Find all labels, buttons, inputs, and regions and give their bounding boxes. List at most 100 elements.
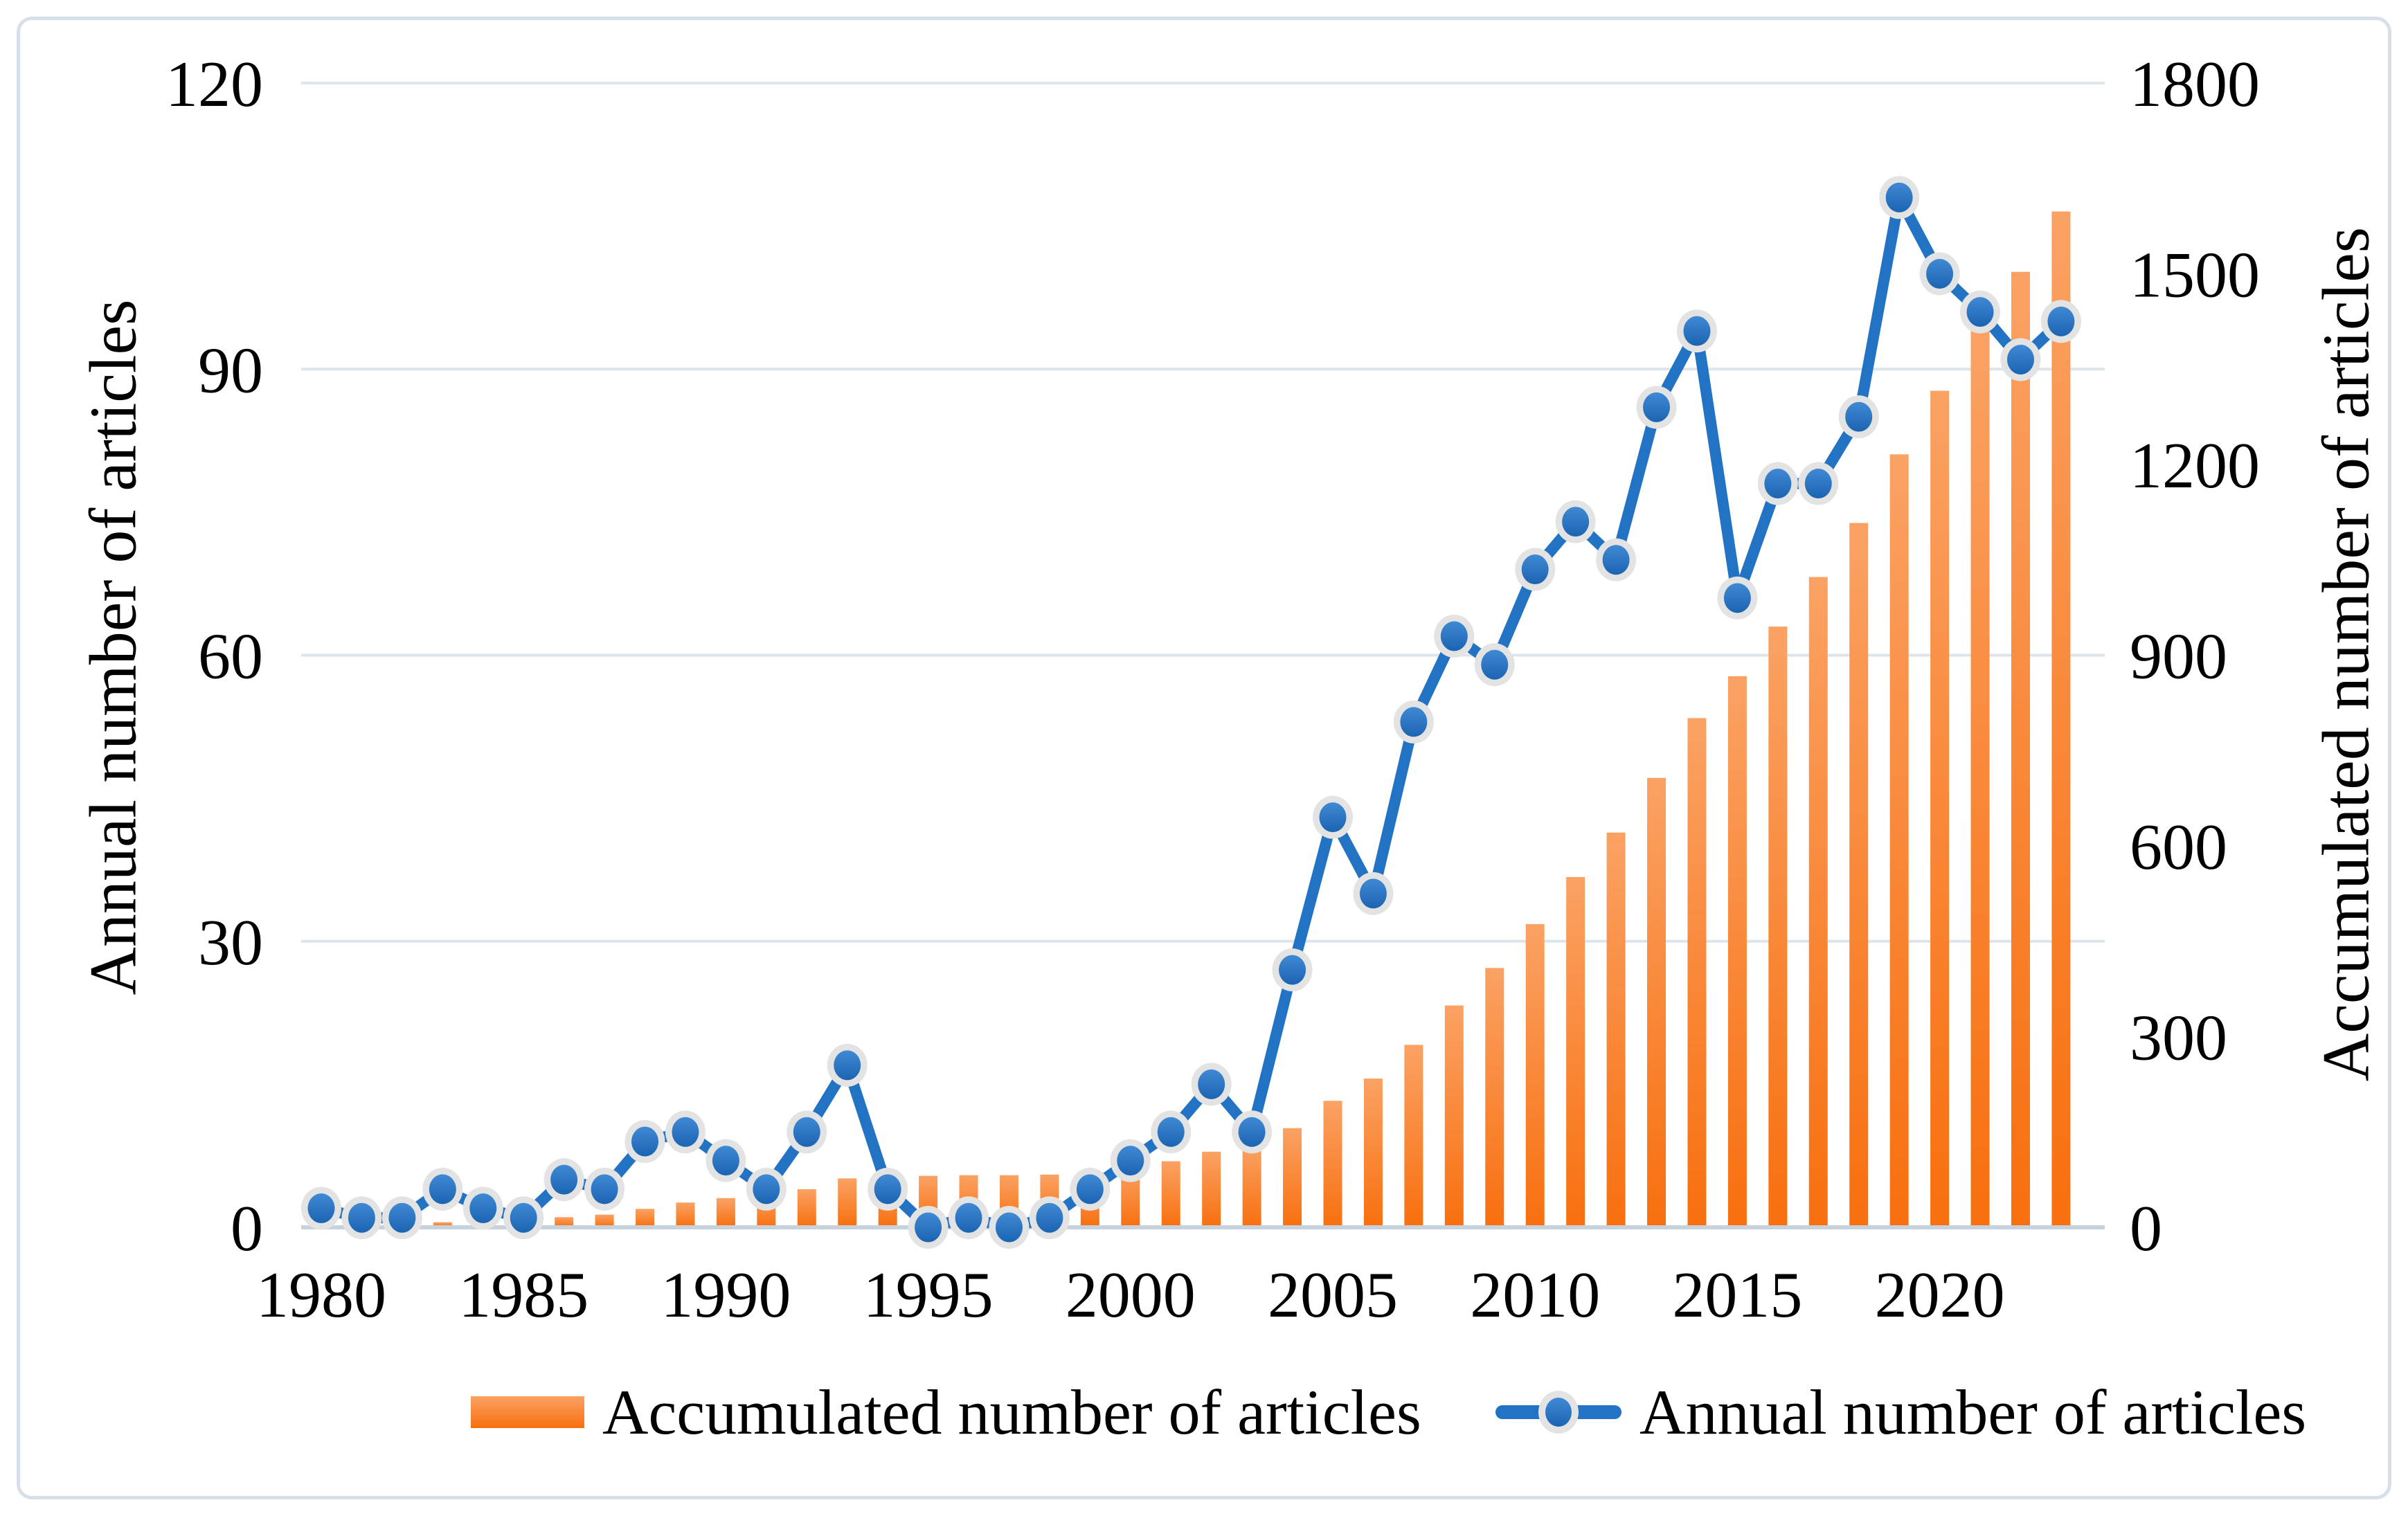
bar-2016 (1768, 626, 1788, 1227)
marker-1983 (429, 1174, 456, 1204)
marker-1985 (510, 1202, 537, 1233)
right-axis-title: Accumulated number of articles (2308, 226, 2383, 1082)
marker-1988 (631, 1126, 659, 1157)
marker-2005 (1319, 802, 1347, 833)
bar-2019 (1889, 454, 1909, 1227)
bar-2015 (1727, 676, 1747, 1227)
marker-2014 (1683, 316, 1711, 346)
right-axis-tick-1200: 1200 (2130, 430, 2260, 502)
legend-item-accumulated: Accumulated number of articles (471, 1371, 1421, 1454)
marker-1987 (591, 1174, 618, 1204)
marker-2011 (1562, 507, 1590, 537)
bar-1986 (555, 1217, 574, 1227)
bar-2020 (1930, 390, 1950, 1227)
marker-1992 (793, 1117, 820, 1147)
marker-2018 (1845, 401, 1873, 432)
bar-1992 (797, 1189, 816, 1227)
x-axis-tick-2015: 2015 (1672, 1259, 1802, 1331)
x-axis-tick-1990: 1990 (661, 1259, 791, 1331)
bar-1987 (595, 1214, 614, 1227)
marker-1981 (348, 1202, 375, 1233)
bar-series-swatch-icon (471, 1396, 584, 1428)
bar-2008 (1444, 1005, 1464, 1227)
marker-2022 (2006, 344, 2034, 375)
bar-2010 (1525, 923, 1545, 1227)
marker-1999 (1076, 1174, 1104, 1204)
bar-2004 (1283, 1128, 1302, 1227)
marker-1993 (834, 1050, 861, 1081)
right-axis-tick-1800: 1800 (2130, 48, 2260, 120)
figure-border (17, 17, 2391, 1499)
marker-2020 (1926, 259, 1954, 289)
right-axis-tick-900: 900 (2130, 621, 2227, 693)
left-axis-tick-90: 90 (198, 334, 263, 406)
marker-2007 (1400, 707, 1428, 737)
left-axis-title: Annual number of articles (75, 299, 150, 995)
marker-1984 (469, 1193, 497, 1223)
marker-2016 (1764, 469, 1792, 499)
marker-2004 (1279, 955, 1306, 985)
x-axis-tick-1985: 1985 (458, 1259, 588, 1331)
marker-2015 (1723, 583, 1751, 613)
marker-1982 (388, 1202, 416, 1233)
legend-label-accumulated: Accumulated number of articles (602, 1377, 1421, 1447)
x-axis-tick-2000: 2000 (1066, 1259, 1196, 1331)
x-axis-tick-1980: 1980 (256, 1259, 386, 1331)
bar-1983 (433, 1222, 452, 1227)
left-axis-tick-30: 30 (198, 907, 263, 979)
marker-2001 (1157, 1117, 1185, 1147)
bar-2001 (1161, 1161, 1180, 1227)
marker-1994 (874, 1174, 901, 1204)
marker-1986 (550, 1164, 578, 1195)
marker-1997 (995, 1212, 1023, 1243)
legend-label-annual: Annual number of articles (1639, 1377, 2307, 1447)
marker-2021 (1966, 297, 1994, 327)
marker-2009 (1481, 649, 1509, 680)
annual-line (316, 192, 2067, 1233)
line-marker-swatch-icon (1495, 1391, 1621, 1434)
right-axis-tick-300: 300 (2130, 1002, 2227, 1074)
marker-1995 (915, 1212, 942, 1243)
right-axis-tick-0: 0 (2130, 1193, 2162, 1265)
marker-2003 (1238, 1117, 1266, 1147)
bar-2011 (1566, 876, 1585, 1227)
legend-item-annual: Annual number of articles (1495, 1371, 2306, 1454)
x-axis-tick-2010: 2010 (1470, 1259, 1600, 1331)
bar-2012 (1606, 832, 1626, 1227)
bar-1993 (838, 1178, 857, 1227)
bar-2013 (1647, 777, 1666, 1227)
marker-2023 (2047, 306, 2075, 336)
marker-2013 (1643, 392, 1671, 422)
bar-2022 (2011, 271, 2030, 1227)
bar-2006 (1363, 1079, 1383, 1227)
marker-2019 (1885, 182, 1913, 213)
marker-2000 (1117, 1146, 1144, 1176)
x-axis-tick-1995: 1995 (863, 1259, 994, 1331)
left-axis-tick-0: 0 (231, 1193, 263, 1265)
bar-2003 (1242, 1145, 1261, 1227)
bar-2014 (1687, 718, 1707, 1227)
marker-1991 (753, 1174, 780, 1204)
bar-2017 (1808, 577, 1828, 1227)
marker-1980 (307, 1193, 335, 1223)
marker-2012 (1602, 545, 1630, 575)
bar-2018 (1849, 523, 1869, 1227)
marker-1998 (1036, 1202, 1063, 1233)
bar-2005 (1323, 1101, 1342, 1227)
left-axis-tick-120: 120 (165, 48, 263, 120)
marker-2002 (1198, 1069, 1225, 1099)
bar-2007 (1404, 1045, 1423, 1227)
marker-2006 (1359, 878, 1387, 909)
bar-2021 (1970, 330, 1990, 1227)
bar-1989 (676, 1202, 695, 1227)
bar-2009 (1485, 968, 1504, 1227)
marker-1989 (672, 1117, 699, 1147)
x-axis-tick-2005: 2005 (1268, 1259, 1398, 1331)
marker-2010 (1521, 554, 1549, 585)
marker-2017 (1804, 469, 1832, 499)
bar-1988 (636, 1209, 655, 1227)
bar-1990 (716, 1198, 735, 1227)
bar-2002 (1202, 1151, 1221, 1227)
right-axis-tick-600: 600 (2130, 811, 2227, 883)
